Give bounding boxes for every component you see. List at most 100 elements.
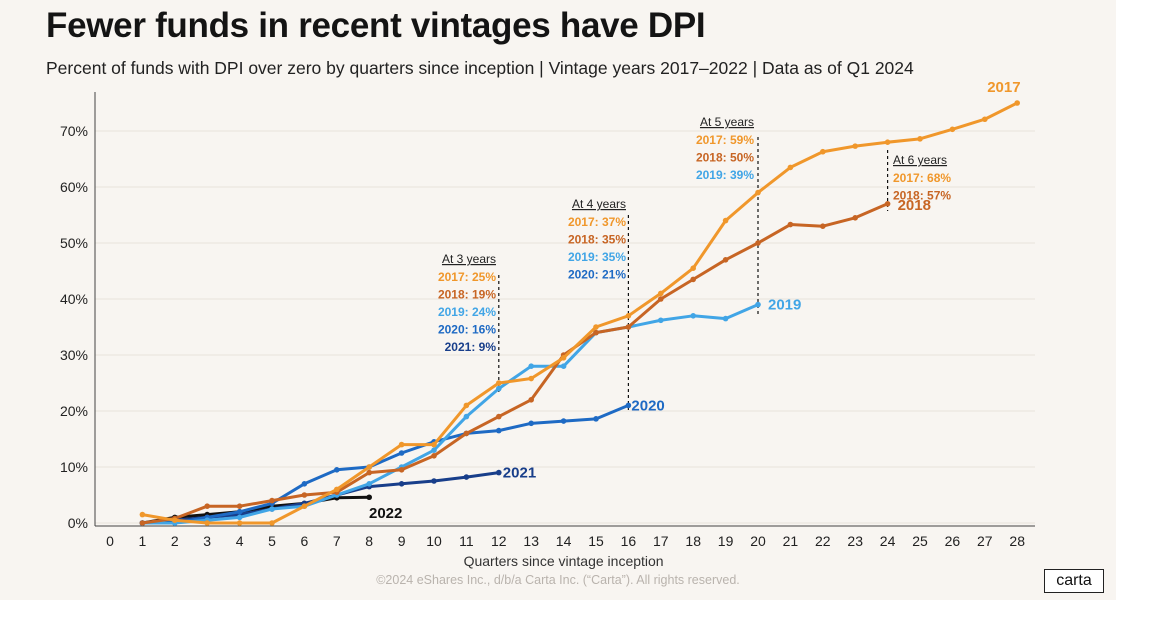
annotation-value-2020: 2020: 16% (438, 323, 496, 337)
data-point-2017 (172, 517, 178, 523)
series-line-2017 (140, 101, 1019, 525)
data-point-2018 (755, 240, 761, 246)
data-point-2019 (236, 514, 243, 521)
data-point-2019 (431, 447, 437, 454)
copyright-footer: ©2024 eShares Inc., d/b/a Carta Inc. (“C… (376, 573, 740, 587)
data-point-2017 (982, 116, 988, 123)
annotation-heading: At 3 years (442, 252, 496, 266)
data-point-2017 (269, 520, 275, 526)
data-point-2018 (269, 497, 275, 504)
data-point-2020 (625, 402, 632, 409)
data-point-2017 (884, 139, 891, 145)
x-tick-label: 19 (718, 533, 734, 549)
data-point-2022 (366, 494, 373, 501)
x-tick-label: 6 (301, 533, 309, 549)
data-point-2019 (658, 317, 664, 324)
data-point-2018 (463, 430, 470, 437)
annotation-value-2017: 2017: 68% (893, 171, 951, 185)
x-tick-label: 20 (750, 533, 766, 549)
data-point-2018 (625, 324, 632, 330)
x-tick-label: 0 (106, 533, 114, 549)
data-point-2018 (398, 467, 405, 473)
data-point-2018 (236, 503, 243, 510)
data-point-2018 (366, 469, 373, 476)
data-point-2020 (236, 509, 243, 515)
x-tick-label: 8 (365, 533, 373, 549)
carta-logo: carta (1044, 569, 1104, 593)
chart-title: Fewer funds in recent vintages have DPI (46, 6, 706, 45)
data-point-2018 (820, 223, 826, 229)
x-tick-label: 21 (783, 533, 799, 549)
data-point-2017 (398, 441, 405, 448)
annotation-value-2021: 2021: 9% (445, 340, 497, 354)
series-line-2018 (140, 202, 890, 525)
x-tick-label: 26 (945, 533, 961, 549)
x-tick-label: 17 (653, 533, 669, 549)
series-label-2018: 2018 (898, 197, 931, 214)
annotation-value-2018: 2018: 19% (438, 288, 496, 302)
data-point-2020 (496, 427, 502, 434)
data-point-2019 (755, 301, 761, 308)
data-point-2017 (463, 402, 470, 409)
x-tick-label: 23 (847, 533, 863, 549)
data-point-2018 (528, 397, 534, 403)
data-point-2017 (755, 189, 761, 196)
data-point-2020 (593, 416, 599, 422)
data-point-2017 (236, 520, 243, 526)
x-tick-label: 25 (912, 533, 928, 549)
y-tick-label: 10% (60, 459, 88, 475)
data-point-2017 (528, 375, 534, 382)
y-tick-label: 20% (60, 403, 88, 419)
data-point-2019 (366, 481, 373, 487)
data-point-2018 (658, 296, 664, 302)
data-point-2019 (560, 363, 567, 370)
annotation-value-2017: 2017: 59% (696, 133, 754, 147)
y-tick-label: 50% (60, 235, 88, 251)
annotation-value-2017: 2017: 25% (438, 270, 496, 284)
annotation-heading: At 4 years (572, 197, 626, 211)
x-tick-label: 22 (815, 533, 831, 549)
data-point-2021 (431, 478, 437, 484)
annotation-heading: At 6 years (893, 153, 947, 167)
x-tick-label: 13 (523, 533, 539, 549)
data-point-2020 (301, 481, 308, 487)
data-point-2020 (528, 420, 534, 427)
data-point-2017 (560, 355, 567, 361)
data-point-2017 (1014, 100, 1020, 106)
data-point-2019 (528, 363, 534, 370)
data-point-2017 (431, 441, 437, 448)
x-tick-label: 27 (977, 533, 993, 549)
annotation-value-2018: 2018: 35% (568, 233, 626, 247)
annotation-value-2019: 2019: 35% (568, 250, 626, 264)
data-point-2017 (204, 520, 210, 526)
data-point-2017 (301, 503, 308, 510)
annotation-value-2017: 2017: 37% (568, 215, 626, 229)
data-point-2017 (690, 265, 696, 272)
x-tick-label: 14 (556, 533, 572, 549)
annotation-value-2018: 2018: 50% (696, 151, 754, 165)
x-tick-label: 18 (685, 533, 701, 549)
data-point-2017 (366, 464, 373, 470)
y-tick-label: 0% (68, 515, 88, 531)
series-label-2019: 2019 (768, 297, 801, 314)
annotation-heading: At 5 years (700, 115, 754, 129)
data-point-2017 (139, 511, 146, 518)
chart-panel: Fewer funds in recent vintages have DPI … (0, 0, 1116, 600)
x-tick-label: 28 (1009, 533, 1025, 549)
data-point-2020 (334, 467, 340, 473)
data-point-2019 (463, 413, 470, 420)
data-point-2017 (917, 136, 923, 142)
x-tick-label: 16 (621, 533, 637, 549)
data-point-2018 (139, 520, 146, 526)
x-tick-label: 4 (236, 533, 244, 549)
x-tick-label: 7 (333, 533, 341, 549)
data-point-2019 (496, 385, 502, 392)
data-point-2020 (560, 418, 567, 424)
x-tick-label: 2 (171, 533, 179, 549)
data-point-2017 (658, 290, 664, 297)
x-tick-label: 5 (268, 533, 276, 549)
annotation-value-2018: 2018: 57% (893, 189, 951, 203)
series-label-2021: 2021 (503, 465, 536, 482)
x-tick-label: 3 (203, 533, 211, 549)
